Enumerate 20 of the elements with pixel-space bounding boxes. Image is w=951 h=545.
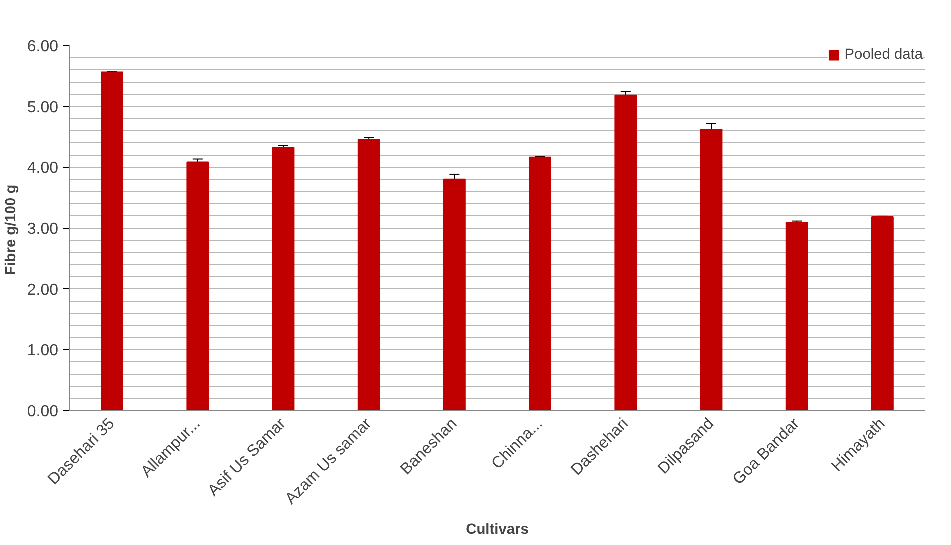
legend-label: Pooled data: [844, 47, 923, 63]
y-tick-label: 4.00: [27, 160, 59, 178]
bar: [614, 94, 638, 410]
y-tick-label: 5.00: [27, 99, 59, 116]
y-tick-label: 6.00: [27, 38, 59, 56]
bar: [444, 178, 466, 410]
bar: [872, 216, 894, 410]
y-tick-label: 1.00: [27, 342, 59, 360]
bar: [186, 162, 210, 410]
bar: [358, 139, 380, 410]
y-tick-label: 0.00: [27, 404, 59, 420]
bar: [101, 72, 124, 410]
bar: [786, 222, 808, 410]
bar: [700, 128, 723, 410]
y-tick-label: 2.00: [27, 282, 59, 299]
bar: [529, 156, 552, 410]
x-axis-title: Cultivars: [466, 522, 529, 538]
bar: [272, 147, 295, 410]
y-tick-label: 3.00: [27, 221, 59, 238]
y-axis-title: Fibre g/100 g: [3, 184, 20, 276]
